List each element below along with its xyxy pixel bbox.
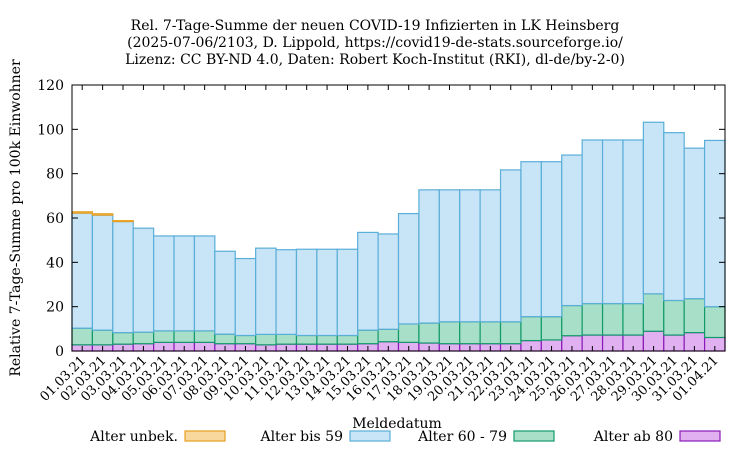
bar-alter-bis-59-28 (642, 121, 665, 295)
legend-swatch-alter-bis-59 (349, 430, 391, 442)
bar-alter-bis-59-19 (459, 189, 481, 323)
bar-alter-60-79-26 (601, 302, 624, 336)
bar-alter-bis-59-15 (377, 233, 400, 330)
bar-alter-bis-59-27 (622, 139, 644, 305)
bar-alter-60-79-3 (132, 331, 155, 345)
y-tick-label-60: 60 (46, 211, 64, 227)
bar-alter-bis-59-14 (357, 231, 379, 331)
bar-alter-bis-59-23 (540, 161, 563, 318)
bar-alter-bis-59-7 (214, 250, 236, 335)
bar-alter-60-79-12 (316, 334, 338, 345)
bar-alter-60-79-27 (622, 302, 644, 336)
bar-alter-60-79-14 (357, 329, 379, 345)
bar-alter-bis-59-1 (91, 214, 114, 331)
legend-label-alter-unbek: Alter unbek. (89, 429, 178, 445)
bar-alter-bis-59-8 (234, 257, 257, 337)
bar-alter-60-79-0 (71, 327, 94, 346)
bar-alter-bis-59-31 (703, 139, 726, 308)
bar-alter-60-79-11 (295, 334, 318, 345)
bar-alter-bis-59-13 (336, 248, 359, 337)
bar-alter-bis-59-17 (418, 189, 440, 324)
bar-alter-60-79-21 (499, 321, 522, 345)
legend-swatch-alter-ab-80 (679, 430, 721, 442)
bar-alter-60-79-25 (581, 302, 604, 336)
bar-alter-bis-59-26 (601, 139, 624, 305)
bar-alter-60-79-5 (173, 330, 196, 343)
bar-alter-bis-59-20 (479, 189, 502, 323)
bar-alter-60-79-31 (703, 306, 726, 339)
bar-alter-60-79-30 (683, 298, 706, 334)
legend-label-alter-60-79: Alter 60 - 79 (417, 429, 507, 445)
bar-alter-bis-59-0 (71, 212, 94, 329)
bar-alter-60-79-2 (112, 332, 134, 345)
bar-alter-unbek-0 (71, 211, 94, 214)
y-tick-label-20: 20 (46, 300, 64, 316)
bar-alter-bis-59-30 (683, 147, 706, 300)
bar-alter-bis-59-11 (295, 248, 318, 337)
bar-alter-60-79-22 (520, 316, 542, 342)
y-axis-label: Relative 7-Tage-Summe pro 100k Einwohner (8, 59, 24, 377)
legend-label-alter-bis-59: Alter bis 59 (259, 429, 343, 445)
y-tick-label-80: 80 (46, 167, 64, 183)
legend-label-alter-ab-80: Alter ab 80 (593, 429, 673, 445)
bar-alter-bis-59-22 (520, 161, 542, 318)
bar-alter-60-79-4 (153, 330, 175, 343)
bar-alter-60-79-18 (438, 321, 461, 345)
bar-alter-60-79-24 (561, 304, 583, 337)
bar-alter-60-79-29 (663, 299, 685, 336)
bar-alter-bis-59-3 (132, 227, 155, 333)
bar-alter-bis-59-25 (581, 139, 604, 305)
chart-title-line-1: Rel. 7-Tage-Summe der neuen COVID-19 Inf… (130, 18, 620, 34)
chart-title-line-3: Lizenz: CC BY-ND 4.0, Daten: Robert Koch… (125, 52, 625, 68)
bar-alter-60-79-8 (234, 334, 257, 345)
bar-alter-60-79-6 (193, 330, 216, 343)
bar-alter-unbek-1 (91, 213, 114, 216)
bar-alter-60-79-10 (275, 333, 298, 345)
bar-alter-60-79-13 (336, 334, 359, 345)
bar-alter-bis-59-2 (112, 220, 134, 334)
legend-swatch-alter-unbek (184, 430, 226, 442)
bar-alter-unbek-2 (112, 220, 134, 223)
bar-alter-60-79-16 (397, 323, 420, 343)
bar-alter-60-79-15 (377, 328, 400, 343)
bar-alter-bis-59-18 (438, 189, 461, 323)
bar-alter-bis-59-21 (499, 169, 522, 323)
bar-alter-bis-59-4 (153, 235, 175, 332)
bar-alter-60-79-7 (214, 333, 236, 345)
bar-alter-bis-59-5 (173, 235, 196, 332)
bar-alter-bis-59-24 (561, 154, 583, 307)
bar-alter-60-79-23 (540, 316, 563, 341)
y-tick-label-0: 0 (55, 344, 64, 360)
bar-alter-60-79-20 (479, 321, 502, 345)
bar-alter-bis-59-12 (316, 248, 338, 337)
bar-alter-60-79-19 (459, 321, 481, 345)
chart-title-line-2: (2025-07-06/2103, D. Lippold, https://co… (127, 35, 623, 51)
bar-alter-bis-59-29 (663, 132, 685, 302)
bar-alter-60-79-17 (418, 322, 440, 344)
legend-swatch-alter-60-79 (513, 430, 555, 442)
y-tick-label-120: 120 (37, 78, 64, 94)
y-tick-label-40: 40 (46, 255, 64, 271)
y-tick-label-100: 100 (37, 122, 64, 138)
x-axis-label: Meldedatum (352, 416, 442, 432)
bar-alter-bis-59-16 (397, 212, 420, 325)
bar-alter-60-79-28 (642, 293, 665, 332)
bar-alter-bis-59-10 (275, 249, 298, 335)
bar-alter-60-79-1 (91, 329, 114, 346)
bar-alter-bis-59-9 (255, 247, 277, 335)
bar-alter-bis-59-6 (193, 235, 216, 332)
bar-alter-60-79-9 (255, 333, 277, 346)
